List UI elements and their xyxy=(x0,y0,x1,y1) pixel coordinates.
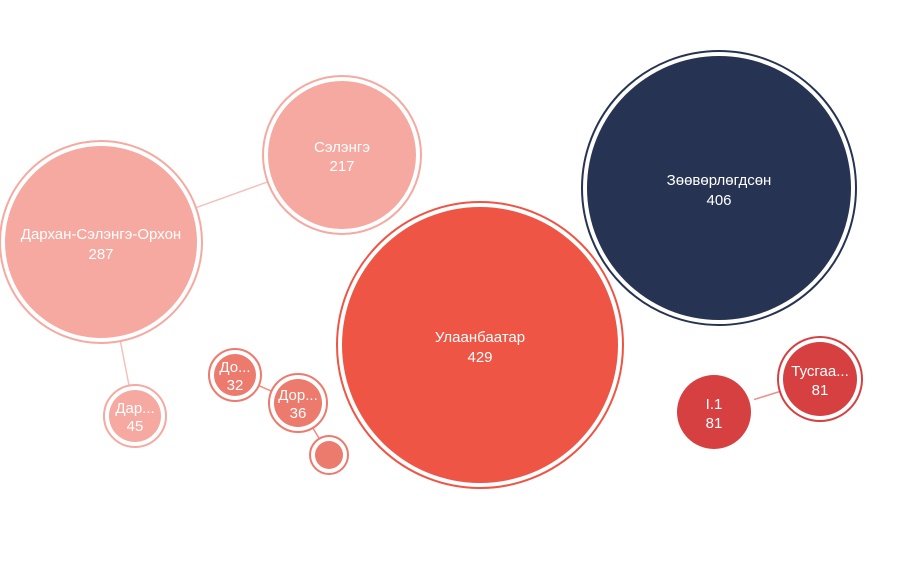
bubble-value: 429 xyxy=(467,349,492,366)
bubble-label: Сэлэнгэ xyxy=(314,139,370,156)
link-darkhan-selenge-orkhon-selenge xyxy=(195,181,268,209)
bubble-selenge[interactable]: Сэлэнгэ 217 xyxy=(262,75,422,235)
bubble-darkhan[interactable]: Дар...45 xyxy=(103,384,167,448)
bubble-label: Тусгаа... xyxy=(791,363,848,380)
bubble-ring xyxy=(262,75,422,235)
bubble-value: 406 xyxy=(706,192,731,209)
bubble-value: 287 xyxy=(88,246,113,263)
bubble-tusgaarlagdsan[interactable]: Тусгаа... 81 xyxy=(777,336,863,422)
link-dornod-small xyxy=(312,427,320,440)
bubble-label: До... xyxy=(219,359,250,376)
bubble-circle xyxy=(214,354,256,396)
bubble-ring xyxy=(103,384,167,448)
bubble-ring xyxy=(581,50,857,326)
bubble-circle xyxy=(587,56,851,320)
bubble-label: Улаанбаатар xyxy=(435,329,525,346)
bubble-circle xyxy=(315,441,343,469)
bubble-ring xyxy=(309,435,349,475)
bubble-ring xyxy=(208,348,262,402)
link-dornogovi-dornod xyxy=(258,384,272,392)
bubble-dornogovi[interactable]: До...32 xyxy=(208,348,262,402)
bubble-label: Дар... xyxy=(115,400,154,417)
link-darkhan-selenge-orkhon-darkhan xyxy=(119,340,130,386)
bubble-label: Дархан-Сэлэнгэ-Орхон xyxy=(21,226,181,243)
bubble-ring xyxy=(268,373,328,433)
bubble-circle xyxy=(342,207,618,483)
link-i1-tusgaarlagdsan xyxy=(753,390,781,401)
bubble-dornod[interactable]: Дор...36 xyxy=(268,373,328,433)
bubble-value: 45 xyxy=(127,418,144,435)
bubble-circle xyxy=(5,146,197,338)
bubble-value: 81 xyxy=(812,382,829,399)
bubble-small[interactable] xyxy=(309,435,349,475)
links xyxy=(119,181,781,440)
bubble-circle xyxy=(109,390,161,442)
bubble-ring xyxy=(777,336,863,422)
bubble-circle xyxy=(268,81,416,229)
bubble-ring xyxy=(336,201,624,489)
bubble-label: Зөөвөрлөгдсөн xyxy=(667,172,772,189)
bubble-value: 81 xyxy=(706,415,723,432)
bubble-value: 217 xyxy=(329,158,354,175)
bubble-value: 36 xyxy=(290,405,307,422)
bubble-circle xyxy=(274,379,322,427)
bubble-ring xyxy=(0,140,203,344)
bubble-circle xyxy=(677,375,751,449)
bubble-circle xyxy=(783,342,857,416)
bubble-zoovorlogdson[interactable]: Зөөвөрлөгдсөн 406 xyxy=(581,50,857,326)
bubble-darkhan-selenge-orkhon[interactable]: Дархан-Сэлэнгэ-Орхон 287 xyxy=(0,140,203,344)
bubble-ulaanbaatar[interactable]: Улаанбаатар 429 xyxy=(336,201,624,489)
bubble-label: I.1 xyxy=(706,396,723,413)
bubble-i1[interactable]: I.181 xyxy=(677,375,751,449)
bubble-label: Дор... xyxy=(278,387,318,404)
bubble-value: 32 xyxy=(227,377,244,394)
